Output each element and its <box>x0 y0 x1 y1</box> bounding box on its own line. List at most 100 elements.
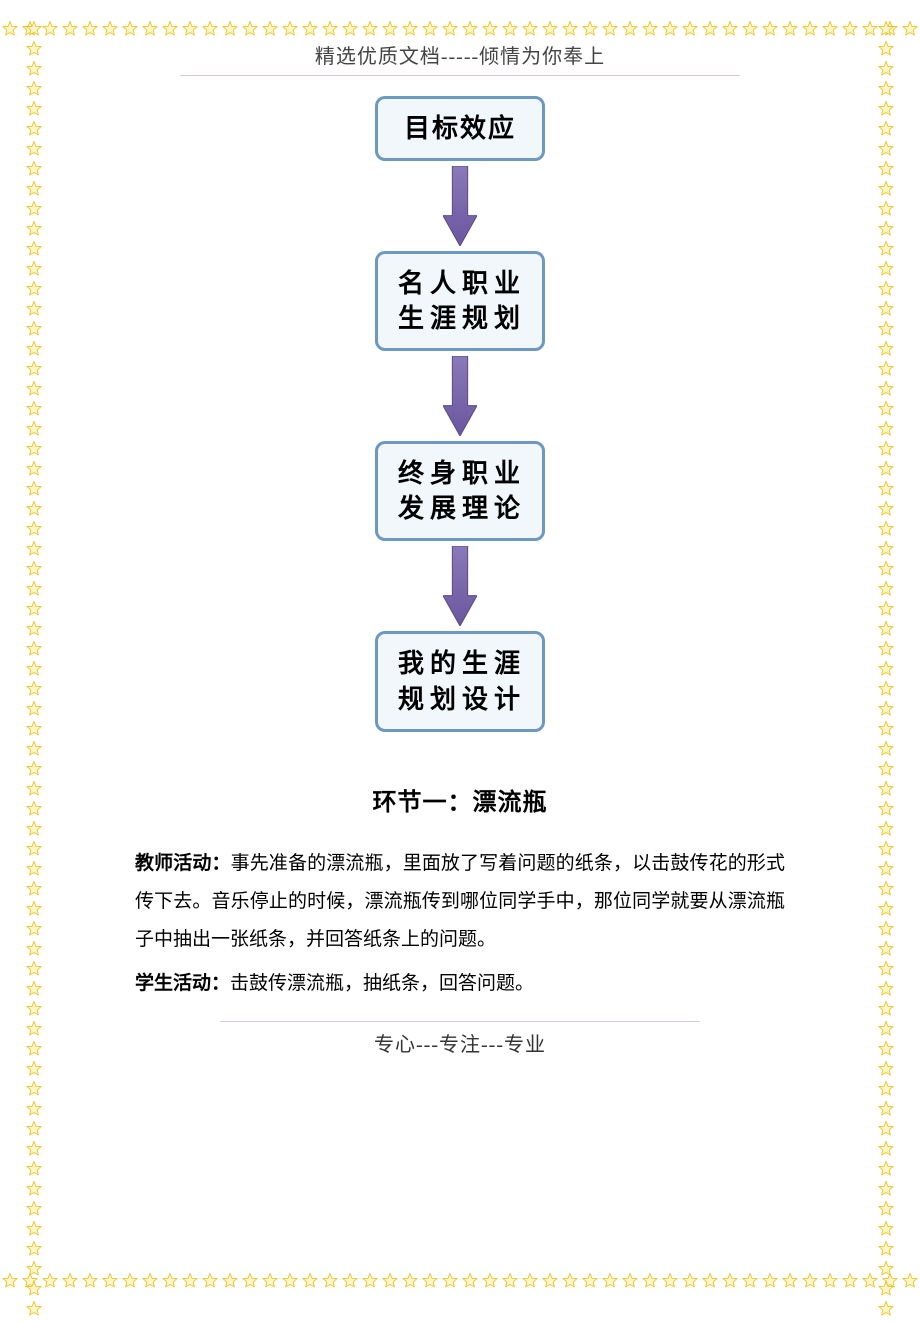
star-icon <box>860 1272 880 1292</box>
star-icon <box>876 1040 896 1060</box>
star-icon <box>580 1272 600 1292</box>
flow-node: 我的生涯规划设计 <box>375 631 545 731</box>
star-icon <box>640 1272 660 1292</box>
star-icon <box>24 120 44 140</box>
star-icon <box>620 20 640 40</box>
star-icon <box>840 20 860 40</box>
star-icon <box>24 880 44 900</box>
star-icon <box>876 380 896 400</box>
star-icon <box>760 20 780 40</box>
star-icon <box>876 100 896 120</box>
star-icon <box>24 200 44 220</box>
star-icon <box>24 960 44 980</box>
star-icon <box>660 1272 680 1292</box>
star-icon <box>860 20 880 40</box>
star-icon <box>480 20 500 40</box>
star-icon <box>24 900 44 920</box>
star-icon <box>800 20 820 40</box>
star-icon <box>876 140 896 160</box>
star-icon <box>900 20 920 40</box>
star-icon <box>0 1272 20 1292</box>
star-icon <box>24 40 44 60</box>
star-icon <box>876 600 896 620</box>
star-icon <box>24 940 44 960</box>
star-icon <box>440 1272 460 1292</box>
star-icon <box>876 980 896 1000</box>
star-icon <box>380 20 400 40</box>
star-icon <box>876 460 896 480</box>
star-icon <box>880 1272 900 1292</box>
star-icon <box>876 900 896 920</box>
star-icon <box>580 20 600 40</box>
student-activity: 学生活动：击鼓传漂流瓶，抽纸条，回答问题。 <box>135 965 785 1003</box>
star-icon <box>420 20 440 40</box>
star-icon <box>360 1272 380 1292</box>
star-icon <box>876 1100 896 1120</box>
flow-arrow <box>430 161 490 251</box>
star-icon <box>876 400 896 420</box>
star-icon <box>520 1272 540 1292</box>
star-icon <box>24 420 44 440</box>
star-icon <box>900 1272 920 1292</box>
star-icon <box>460 20 480 40</box>
star-icon <box>40 1272 60 1292</box>
star-icon <box>876 580 896 600</box>
star-icon <box>876 180 896 200</box>
teacher-text: 事先准备的漂流瓶，里面放了写着问题的纸条，以击鼓传花的形式传下去。音乐停止的时候… <box>135 853 785 950</box>
star-icon <box>24 1240 44 1260</box>
star-icon <box>40 20 60 40</box>
star-icon <box>876 540 896 560</box>
star-icon <box>24 1040 44 1060</box>
star-icon <box>24 480 44 500</box>
star-icon <box>876 1240 896 1260</box>
star-icon <box>876 340 896 360</box>
star-icon <box>220 1272 240 1292</box>
star-icon <box>24 380 44 400</box>
star-icon <box>876 840 896 860</box>
star-icon <box>820 1272 840 1292</box>
star-icon <box>800 1272 820 1292</box>
star-icon <box>876 760 896 780</box>
star-icon <box>200 20 220 40</box>
star-icon <box>876 120 896 140</box>
star-icon <box>876 1160 896 1180</box>
star-icon <box>876 520 896 540</box>
star-icon <box>876 60 896 80</box>
star-icon <box>876 920 896 940</box>
star-icon <box>24 860 44 880</box>
star-icon <box>24 580 44 600</box>
star-icon <box>876 260 896 280</box>
star-icon <box>340 1272 360 1292</box>
star-icon <box>24 1220 44 1240</box>
star-icon <box>440 20 460 40</box>
star-icon <box>24 1200 44 1220</box>
star-icon <box>876 500 896 520</box>
star-icon <box>24 520 44 540</box>
star-icon <box>24 1020 44 1040</box>
star-icon <box>420 1272 440 1292</box>
star-icon <box>876 1140 896 1160</box>
star-icon <box>24 980 44 1000</box>
star-icon <box>740 20 760 40</box>
star-icon <box>700 1272 720 1292</box>
star-icon <box>820 20 840 40</box>
star-icon <box>24 1300 44 1320</box>
star-icon <box>876 680 896 700</box>
star-icon <box>876 1280 896 1300</box>
star-icon <box>24 1060 44 1080</box>
star-icon <box>876 1220 896 1240</box>
star-icon <box>24 1000 44 1020</box>
star-icon <box>876 360 896 380</box>
star-icon <box>24 20 44 40</box>
star-icon <box>600 20 620 40</box>
star-icon <box>24 1100 44 1120</box>
star-icon <box>340 20 360 40</box>
star-icon <box>876 1260 896 1280</box>
star-icon <box>876 40 896 60</box>
star-icon <box>20 1272 40 1292</box>
star-icon <box>876 1000 896 1020</box>
star-icon <box>720 20 740 40</box>
star-icon <box>460 1272 480 1292</box>
star-icon <box>560 1272 580 1292</box>
star-icon <box>520 20 540 40</box>
